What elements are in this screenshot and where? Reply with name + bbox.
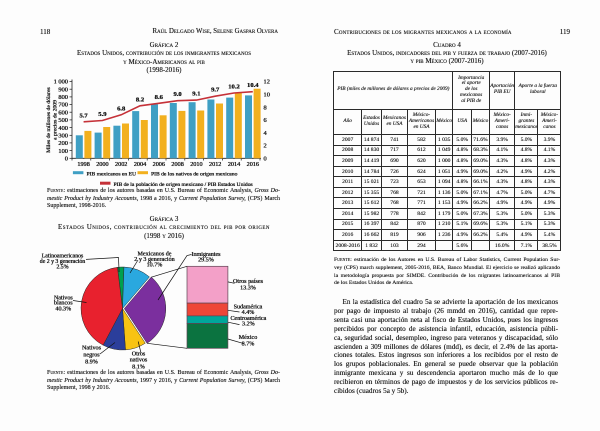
- svg-text:2.5%: 2.5%: [56, 264, 68, 270]
- svg-text:3.2%: 3.2%: [242, 321, 255, 327]
- svg-text:Nativos: Nativos: [82, 346, 102, 352]
- svg-text:Miles de millones de dólares: Miles de millones de dólares: [46, 87, 52, 153]
- svg-text:10: 10: [264, 92, 270, 99]
- svg-text:Otros: Otros: [132, 351, 146, 357]
- svg-text:2004: 2004: [134, 161, 146, 168]
- svg-text:PIB de los nativos de origen m: PIB de los nativos de origen mexicano: [151, 171, 238, 177]
- svg-text:8.9%: 8.9%: [85, 359, 98, 365]
- svg-text:8.6: 8.6: [155, 94, 164, 101]
- svg-text:5.9: 5.9: [98, 111, 107, 118]
- svg-text:10.7%: 10.7%: [147, 263, 163, 269]
- svg-text:9.0: 9.0: [173, 91, 182, 98]
- svg-text:6: 6: [264, 117, 267, 124]
- svg-text:2002: 2002: [115, 161, 127, 168]
- svg-text:6.8: 6.8: [117, 105, 126, 112]
- svg-text:29.5%: 29.5%: [198, 257, 214, 263]
- svg-text:100: 100: [58, 148, 68, 155]
- svg-text:4.4%: 4.4%: [242, 310, 255, 316]
- svg-text:12: 12: [264, 79, 270, 86]
- svg-text:Sudamérica: Sudamérica: [234, 305, 263, 311]
- svg-text:México: México: [239, 335, 258, 341]
- svg-text:1998: 1998: [77, 161, 89, 168]
- svg-text:2: 2: [264, 143, 267, 150]
- svg-text:Inmigrantes: Inmigrantes: [191, 252, 221, 258]
- svg-text:500: 500: [58, 117, 68, 124]
- svg-text:Otros países: Otros países: [233, 279, 264, 285]
- svg-text:10.4: 10.4: [247, 82, 259, 89]
- svg-text:2008: 2008: [171, 161, 183, 168]
- svg-text:1 000: 1 000: [54, 79, 68, 86]
- svg-text:200: 200: [58, 140, 68, 147]
- svg-text:nativos: nativos: [130, 358, 148, 364]
- svg-text:900: 900: [58, 86, 68, 93]
- svg-text:300: 300: [58, 133, 68, 140]
- svg-text:Latinoamericanos: Latinoamericanos: [42, 253, 84, 259]
- svg-text:10.2: 10.2: [228, 84, 240, 91]
- svg-text:400: 400: [58, 125, 68, 132]
- svg-text:8.7%: 8.7%: [242, 342, 255, 348]
- svg-text:PIB de la población de origen: PIB de la población de origen mexicano /…: [114, 182, 253, 188]
- svg-text:2014: 2014: [228, 161, 240, 168]
- svg-text:9.1: 9.1: [192, 91, 200, 98]
- svg-text:0: 0: [65, 156, 68, 163]
- svg-text:600: 600: [58, 109, 68, 116]
- svg-text:9.7: 9.7: [211, 87, 220, 94]
- svg-text:2012: 2012: [209, 161, 221, 168]
- svg-text:40.3%: 40.3%: [55, 307, 71, 313]
- svg-text:13.3%: 13.3%: [240, 285, 256, 291]
- svg-text:2 y 3 generación: 2 y 3 generación: [134, 257, 174, 263]
- svg-text:2016: 2016: [247, 161, 259, 168]
- svg-text:negros: negros: [83, 352, 100, 358]
- svg-text:de 2 y 3 generación: de 2 y 3 generación: [40, 259, 85, 265]
- svg-text:blancos: blancos: [54, 301, 73, 307]
- svg-text:2006: 2006: [153, 161, 165, 168]
- svg-text:0: 0: [264, 156, 267, 163]
- svg-text:5.7: 5.7: [79, 112, 88, 119]
- svg-text:2000: 2000: [96, 161, 108, 168]
- svg-text:4: 4: [264, 130, 268, 137]
- svg-text:700: 700: [58, 102, 68, 109]
- svg-text:PIB mexicanos en EU: PIB mexicanos en EU: [87, 171, 137, 177]
- svg-text:a precios de 2009: a precios de 2009: [53, 100, 59, 140]
- svg-text:8: 8: [264, 104, 267, 111]
- svg-text:2010: 2010: [190, 161, 202, 168]
- svg-text:Mexicanos de: Mexicanos de: [137, 251, 171, 257]
- svg-text:Nativos: Nativos: [54, 295, 74, 301]
- svg-text:800: 800: [58, 94, 68, 101]
- svg-text:Centroamérica: Centroamérica: [230, 316, 266, 322]
- svg-text:8.1%: 8.1%: [132, 364, 145, 370]
- svg-text:8.2: 8.2: [136, 96, 145, 103]
